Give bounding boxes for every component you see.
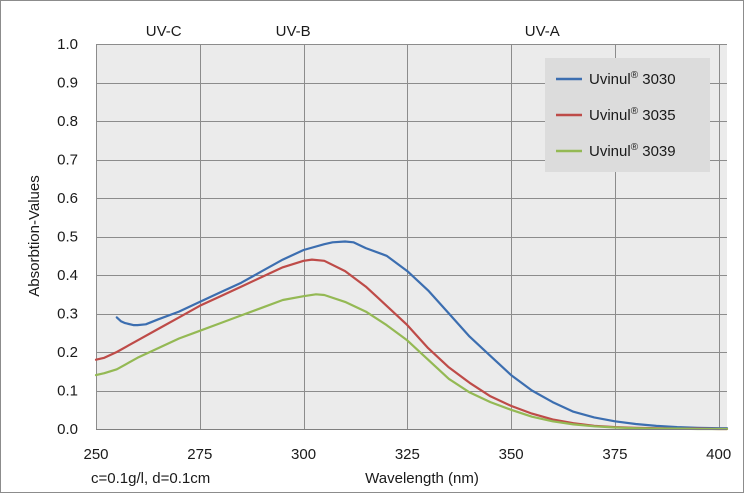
legend-label-3030: Uvinul® 3030 xyxy=(589,70,676,88)
x-tick-label: 350 xyxy=(499,446,524,463)
y-tick-label: 0.3 xyxy=(57,306,78,323)
series-lines xyxy=(94,240,729,431)
y-tick-label: 0.7 xyxy=(57,152,78,169)
y-tick-label: 0.5 xyxy=(57,229,78,246)
x-tick-label: 250 xyxy=(83,446,108,463)
concentration-annotation: c=0.1g/l, d=0.1cm xyxy=(91,470,210,487)
registered-mark: ® xyxy=(631,142,639,153)
legend-label-3035: Uvinul® 3035 xyxy=(589,106,676,124)
legend-label-3039: Uvinul® 3039 xyxy=(589,142,676,160)
x-tick-label: 325 xyxy=(395,446,420,463)
x-tick-labels: 250 275 300 325 350 375 400 xyxy=(83,446,731,463)
y-tick-label: 0.1 xyxy=(57,383,78,400)
legend-name: Uvinul xyxy=(589,143,631,160)
band-label-uv-c: UV-C xyxy=(146,23,182,40)
y-tick-label: 0.8 xyxy=(57,113,78,130)
x-axis-title: Wavelength (nm) xyxy=(365,470,479,487)
series-line-3039 xyxy=(94,293,729,431)
registered-mark: ® xyxy=(631,106,639,117)
legend-number: 3035 xyxy=(638,107,676,124)
legend-name: Uvinul xyxy=(589,107,631,124)
y-axis-title: Absorbtion-Values xyxy=(26,175,43,296)
x-tick-label: 275 xyxy=(187,446,212,463)
y-tick-label: 0.9 xyxy=(57,75,78,92)
legend-number: 3030 xyxy=(638,71,676,88)
registered-mark: ® xyxy=(631,70,639,81)
y-tick-label: 0.2 xyxy=(57,344,78,361)
series-line-3030 xyxy=(115,240,729,430)
x-tick-label: 375 xyxy=(602,446,627,463)
y-tick-label: 0.0 xyxy=(57,421,78,438)
y-tick-label: 0.6 xyxy=(57,190,78,207)
grid xyxy=(96,44,727,430)
legend-number: 3039 xyxy=(638,143,676,160)
band-label-uv-b: UV-B xyxy=(276,23,311,40)
x-tick-label: 400 xyxy=(706,446,731,463)
y-tick-label: 1.0 xyxy=(57,36,78,53)
band-label-uv-a: UV-A xyxy=(525,23,560,40)
y-tick-label: 0.4 xyxy=(57,267,78,284)
y-tick-labels: 0.0 0.1 0.2 0.3 0.4 0.5 0.6 0.7 0.8 0.9 1.0 xyxy=(57,36,78,438)
x-tick-label: 300 xyxy=(291,446,316,463)
legend-name: Uvinul xyxy=(589,71,631,88)
uv-band-labels: UV-C UV-B UV-A xyxy=(146,23,560,40)
